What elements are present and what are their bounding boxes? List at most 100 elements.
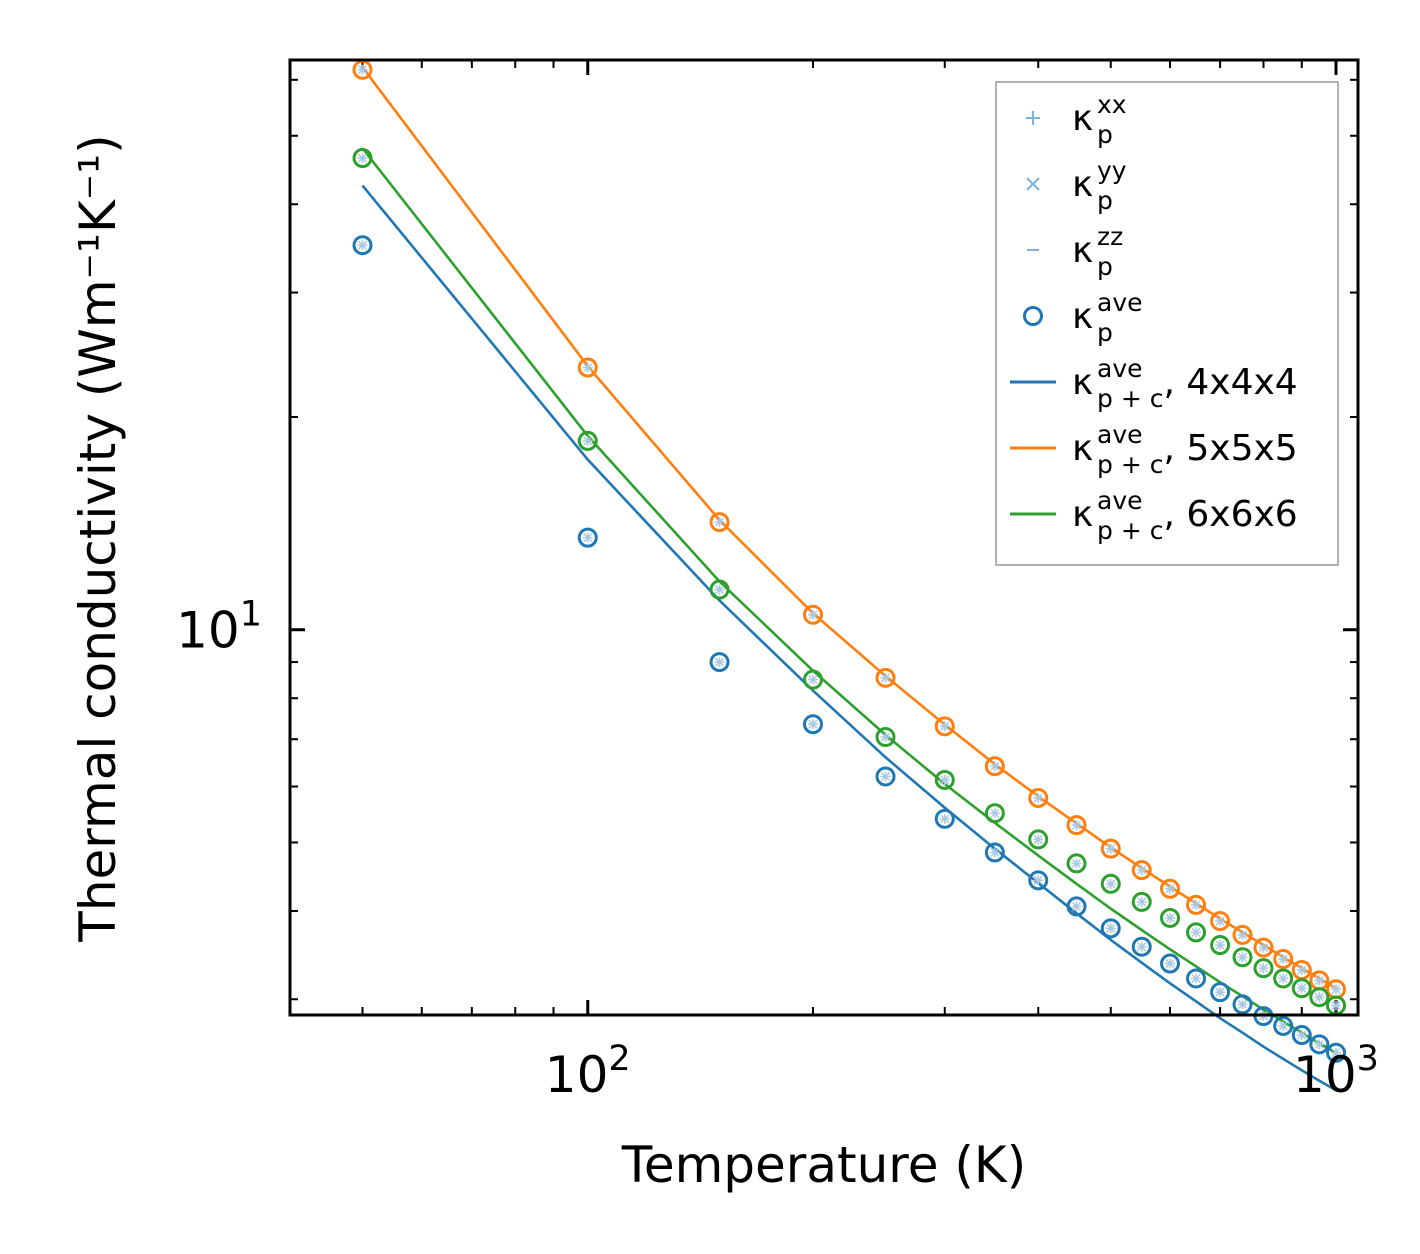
marker-circle (984, 803, 1005, 824)
marker-circle (803, 714, 824, 735)
data-point-6x6x6 (1309, 987, 1330, 1008)
legend-label: κ xx p (1072, 90, 1127, 149)
legend-frame (995, 81, 1339, 566)
legend-item: κ ave p + c, 4x4x4 (1010, 354, 1298, 413)
data-point-6x6x6 (1232, 947, 1253, 968)
marker-circle (1100, 873, 1121, 894)
marker-circle (1186, 922, 1207, 943)
data-point-4x4x4 (1210, 982, 1231, 1003)
data-point-5x5x5 (1232, 924, 1253, 945)
marker-circle (1028, 787, 1049, 808)
data-point-4x4x4 (875, 766, 896, 787)
marker-cross-b (1258, 963, 1269, 973)
marker-circle (984, 842, 1005, 863)
data-point-5x5x5 (1186, 894, 1207, 915)
marker-cross-b (880, 732, 891, 742)
marker-cross-b (1314, 992, 1324, 1002)
marker-circle (1309, 987, 1330, 1008)
marker-circle (577, 357, 598, 378)
legend-label: κ ave p + c, 4x4x4 (1072, 354, 1298, 413)
marker-circle (1273, 968, 1294, 989)
data-point-4x4x4 (1160, 953, 1181, 974)
data-point-4x4x4 (1326, 1042, 1347, 1063)
data-point-6x6x6 (352, 148, 373, 169)
marker-cross-b (583, 436, 593, 446)
marker-cross-b (880, 673, 891, 683)
marker-circle (1160, 878, 1181, 899)
data-point-6x6x6 (709, 579, 730, 600)
marker-circle (1100, 838, 1121, 859)
marker-circle (1232, 994, 1253, 1015)
marker-cross-b (1297, 965, 1307, 975)
series-line-4x4x4 (361, 184, 1337, 1092)
tick-labels: 102 103 101 (176, 595, 1379, 1104)
legend-item: κ ave p + c, 6x6x6 (1010, 486, 1298, 545)
marker-circle (1100, 918, 1121, 939)
marker-circle (1309, 1034, 1330, 1055)
marker-cross-b (1137, 865, 1147, 875)
marker-circle (1210, 911, 1231, 932)
marker-circle (934, 808, 955, 829)
marker-cross-b (940, 721, 950, 731)
data-point-4x4x4 (709, 652, 730, 673)
marker-cross-b (1297, 983, 1307, 993)
data-point-5x5x5 (577, 357, 598, 378)
data-point-5x5x5 (709, 512, 730, 533)
y-tick-label: 101 (176, 595, 262, 660)
marker-cross-b (1215, 940, 1225, 950)
data-point-6x6x6 (1100, 873, 1121, 894)
marker-cross-b (1165, 884, 1175, 894)
data-point-4x4x4 (577, 527, 598, 548)
marker-cross-b (1278, 973, 1288, 984)
marker-circle (1066, 896, 1087, 917)
marker-cross-b (1278, 1021, 1288, 1031)
data-point-6x6x6 (984, 803, 1005, 824)
marker-circle (1066, 853, 1087, 874)
data-point-5x5x5 (1066, 815, 1087, 836)
data-point-6x6x6 (934, 769, 955, 790)
marker-cross-b (880, 771, 891, 781)
legend-label: κ yy p (1072, 156, 1127, 215)
marker-circle (1066, 815, 1087, 836)
data-point-4x4x4 (1186, 968, 1207, 989)
legend-item: κ yy p (1026, 156, 1127, 215)
marker-circle (1273, 949, 1294, 970)
marker-circle (577, 527, 598, 548)
marker-cross-b (583, 533, 593, 543)
marker-circle (1232, 924, 1253, 945)
marker-circle (934, 716, 955, 737)
marker-cross-b (1237, 999, 1248, 1009)
marker-cross-b (583, 362, 593, 373)
data-point-6x6x6 (577, 430, 598, 451)
marker-cross-b (1258, 943, 1269, 953)
legend-item: κ xx p (1026, 90, 1127, 149)
data-point-4x4x4 (1232, 994, 1253, 1015)
marker-cross-b (1033, 793, 1043, 803)
marker-cross-b (357, 240, 368, 250)
data-point-6x6x6 (1186, 922, 1207, 943)
legend-label: κ ave p + c, 6x6x6 (1072, 486, 1298, 545)
data-point-5x5x5 (1028, 787, 1049, 808)
data-point-6x6x6 (1291, 978, 1312, 999)
data-point-4x4x4 (1131, 936, 1152, 957)
data-point-4x4x4 (1273, 1015, 1294, 1036)
marker-cross-b (1165, 959, 1175, 969)
marker-circle (875, 667, 896, 688)
marker-circle (352, 235, 373, 256)
plot-frame (288, 58, 1360, 1017)
data-point-6x6x6 (1253, 958, 1274, 979)
data-point-4x4x4 (1028, 870, 1049, 891)
marker-cross-b (357, 65, 368, 75)
marker-cross-b (1331, 1000, 1341, 1010)
legend-item: κ zz p (1027, 222, 1123, 281)
data-point-6x6x6 (875, 727, 896, 748)
data-point-5x5x5 (1160, 878, 1181, 899)
marker-circle (1131, 891, 1152, 912)
marker-cross-b (940, 775, 950, 785)
marker-cross-b (1137, 942, 1147, 952)
marker-cross-b (808, 610, 818, 620)
data-point-5x5x5 (1100, 838, 1121, 859)
data-point-6x6x6 (1131, 891, 1152, 912)
